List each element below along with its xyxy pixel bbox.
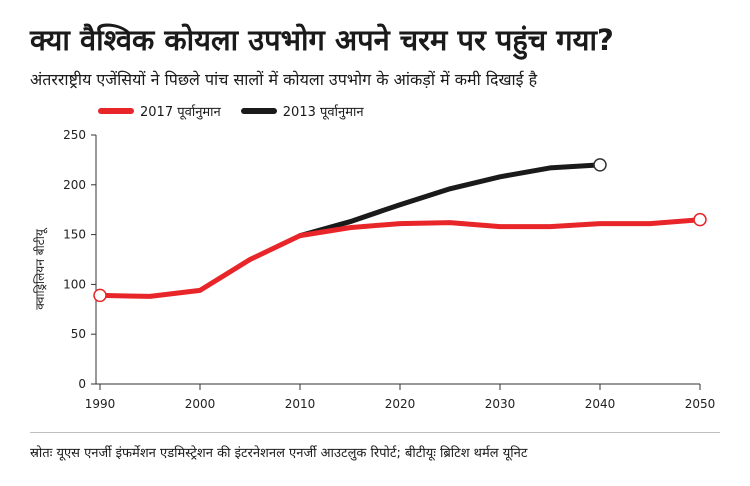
x-tick-label: 2050	[685, 397, 716, 411]
legend-label-2017: 2017 पूर्वानुमान	[140, 105, 221, 120]
x-tick-label: 2030	[485, 397, 516, 411]
chart-legend: 2017 पूर्वानुमान 2013 पूर्वानुमान	[98, 102, 384, 120]
legend-swatch-2017	[98, 108, 134, 114]
chart-subtitle: अंतरराष्ट्रीय एजेंसियों ने पिछले पांच सा…	[30, 70, 538, 89]
y-axis-label: क्वाड्रिलियन बीटीयू	[33, 227, 48, 310]
y-tick-label: 250	[63, 128, 86, 142]
series-line-2013	[297, 162, 603, 239]
footer-divider	[30, 432, 720, 433]
legend-swatch-2013	[240, 108, 277, 114]
legend-item-2013: 2013 पूर्वानुमान	[240, 102, 364, 120]
x-tick-label: 2010	[285, 397, 316, 411]
x-tick-label: 2020	[385, 397, 416, 411]
y-tick-label: 50	[71, 327, 86, 341]
marker-2013-end	[593, 158, 607, 172]
y-tick-label: 200	[63, 178, 86, 192]
y-tick-label: 0	[78, 377, 86, 391]
y-tick-label: 100	[63, 277, 86, 291]
legend-label-2013: 2013 पूर्वानुमान	[282, 105, 364, 120]
y-tick-label: 150	[63, 228, 86, 242]
legend-item-2017: 2017 पूर्वानुमान	[98, 102, 221, 120]
series-line-2017	[97, 217, 703, 299]
source-note: स्रोतः यूएस एनर्जी इंफर्मेशन एडमिस्ट्रेश…	[30, 446, 528, 461]
chart-title: क्या वैश्विक कोयला उपभोग अपने चरम पर पहु…	[30, 23, 614, 57]
marker-2017-start	[93, 288, 107, 303]
x-tick-label: 1990	[85, 397, 116, 411]
x-tick-label: 2040	[585, 397, 616, 411]
x-tick-label: 2000	[185, 397, 216, 411]
marker-2017-end	[693, 212, 707, 227]
